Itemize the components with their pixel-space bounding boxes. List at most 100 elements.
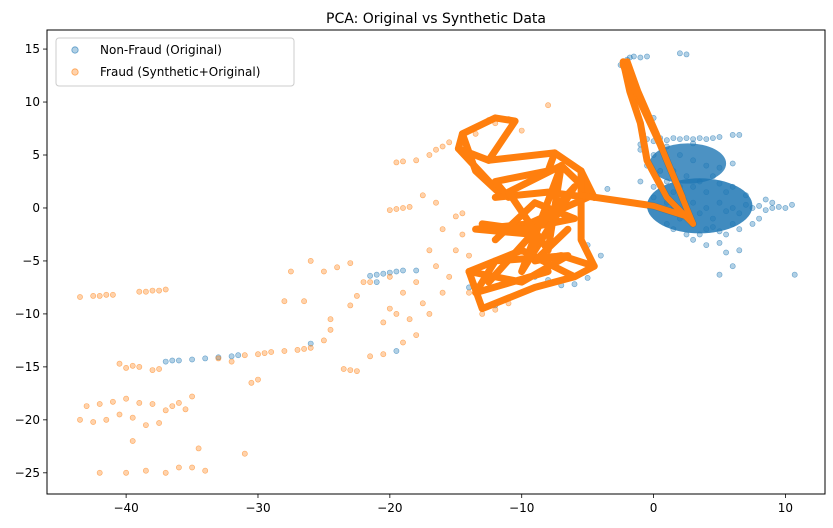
scatter-point — [189, 356, 195, 363]
y-tick-label: −25 — [15, 466, 40, 480]
scatter-point — [604, 185, 611, 192]
scatter-point — [545, 102, 551, 109]
y-tick-label: −10 — [15, 307, 40, 321]
scatter-point — [241, 450, 248, 457]
scatter-point — [400, 267, 406, 274]
scatter-point — [650, 183, 657, 190]
x-tick-label: 0 — [650, 501, 658, 515]
scatter-point — [439, 226, 446, 233]
scatter-point — [400, 158, 406, 165]
scatter-point — [129, 438, 136, 444]
legend-label-non-fraud: Non-Fraud (Original) — [100, 43, 222, 57]
scatter-point — [169, 357, 176, 364]
scatter-point — [419, 300, 426, 307]
scatter-point — [749, 220, 756, 227]
scatter-point — [703, 242, 710, 248]
scatter-point — [413, 157, 420, 164]
scatter-point — [426, 310, 433, 317]
scatter-point — [492, 306, 499, 313]
scatter-point — [90, 419, 97, 425]
scatter-point — [716, 239, 723, 246]
scatter-point — [413, 267, 420, 274]
scatter-point — [162, 286, 169, 293]
scatter-point — [129, 362, 136, 369]
scatter-point — [597, 252, 604, 259]
scatter-point — [77, 294, 83, 300]
scatter-point — [149, 367, 156, 373]
scatter-point — [353, 292, 360, 299]
scatter-point — [347, 367, 354, 373]
scatter-point — [307, 340, 314, 347]
scatter-point — [83, 403, 90, 409]
series-fraud — [77, 58, 697, 476]
x-tick-label: −30 — [245, 501, 270, 515]
scatter-point — [459, 210, 466, 217]
scatter-point — [419, 192, 426, 199]
scatter-point — [367, 272, 373, 279]
scatter-point — [307, 344, 314, 351]
scatter-point — [110, 291, 116, 298]
scatter-point — [103, 416, 110, 423]
scatter-point — [142, 422, 149, 428]
scatter-point — [393, 348, 400, 354]
scatter-point — [175, 464, 182, 471]
scatter-point — [255, 351, 261, 358]
scatter-point — [116, 411, 123, 418]
scatter-point — [505, 116, 512, 122]
scatter-point — [716, 271, 723, 278]
scatter-point — [202, 355, 209, 362]
scatter-point — [663, 137, 670, 144]
y-tick-label: 0 — [32, 201, 40, 215]
scatter-point — [241, 352, 248, 359]
scatter-point — [386, 207, 393, 213]
y-tick-label: −20 — [15, 413, 40, 427]
scatter-point — [96, 469, 103, 476]
scatter-point — [123, 469, 129, 476]
scatter-point — [762, 196, 769, 203]
scatter-point — [393, 310, 400, 317]
scatter-point — [195, 445, 202, 452]
scatter-point — [156, 287, 162, 294]
scatter-point — [723, 249, 729, 256]
scatter-point — [683, 135, 690, 141]
scatter-point — [228, 353, 235, 360]
scatter-point — [255, 376, 261, 383]
scatter-point — [175, 399, 182, 406]
scatter-point — [189, 393, 195, 400]
scatter-point — [360, 279, 367, 285]
synthetic-track — [465, 252, 572, 297]
scatter-point — [235, 352, 242, 359]
legend-marker-non-fraud — [71, 46, 79, 54]
scatter-point — [466, 252, 472, 259]
scatter-point — [149, 287, 156, 294]
scatter-point — [736, 226, 743, 233]
scatter-point — [729, 131, 736, 138]
y-tick-label: −5 — [22, 254, 40, 268]
scatter-point — [340, 366, 347, 372]
scatter-point — [485, 117, 492, 123]
scatter-point — [136, 363, 143, 370]
y-axis: −25 −20 −15 −10 −5 0 5 10 15 — [15, 42, 47, 480]
scatter-point — [228, 358, 235, 365]
scatter-point — [630, 53, 637, 60]
scatter-point — [248, 379, 255, 386]
scatter-point — [637, 54, 644, 61]
scatter-point — [406, 203, 413, 210]
scatter-point — [301, 298, 307, 305]
scatter-point — [215, 355, 222, 362]
scatter-point — [380, 351, 387, 358]
scatter-point — [301, 345, 307, 352]
scatter-point — [677, 50, 683, 57]
scatter-point — [584, 274, 591, 281]
scatter-point — [433, 199, 439, 206]
scatter-point — [769, 205, 776, 211]
cluster-core — [646, 178, 753, 234]
scatter-point — [452, 247, 459, 254]
scatter-point — [472, 130, 479, 137]
scatter-point — [110, 398, 116, 405]
scatter-point — [90, 292, 97, 299]
scatter-point — [393, 159, 400, 166]
synthetic-track — [454, 130, 506, 199]
scatter-point — [459, 231, 466, 238]
